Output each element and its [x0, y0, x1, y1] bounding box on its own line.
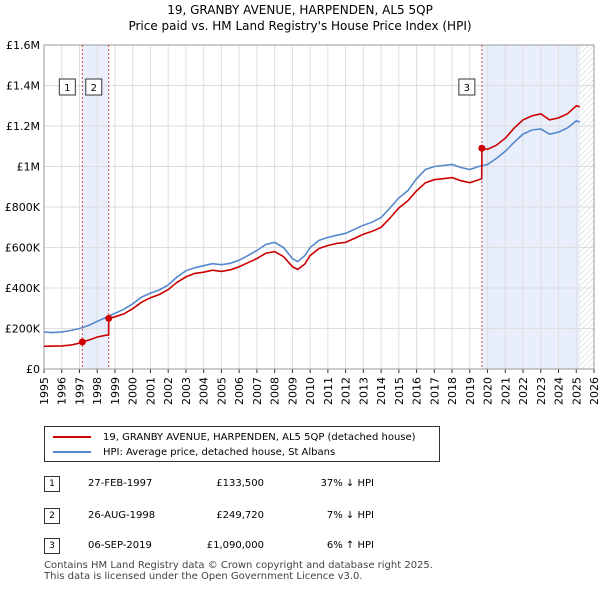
transaction-hpi: 37% ↓ HPI — [320, 478, 374, 489]
x-tick-label: 1997 — [73, 377, 86, 405]
transaction-point — [478, 144, 486, 152]
transaction-number: 2 — [44, 508, 60, 524]
x-tick-label: 2004 — [198, 377, 211, 405]
legend-item-hpi: HPI: Average price, detached house, St A… — [53, 445, 335, 459]
transaction-price: £1,090,000 — [206, 540, 264, 551]
x-tick-label: 2000 — [127, 377, 140, 405]
y-tick-label: £600K — [5, 242, 41, 255]
x-tick-label: 2020 — [482, 377, 495, 405]
transaction-point — [78, 338, 86, 346]
transaction-label: 1 — [64, 83, 70, 94]
transaction-label-box — [458, 78, 476, 96]
y-tick-label: £200K — [5, 323, 41, 336]
x-tick-label: 1998 — [91, 377, 104, 405]
x-tick-label: 2008 — [269, 377, 282, 405]
x-tick-label: 2012 — [340, 377, 353, 405]
transaction-label: 3 — [464, 83, 470, 94]
transaction-point — [105, 314, 113, 322]
y-tick-label: £1M — [17, 161, 41, 174]
x-tick-label: 2021 — [499, 377, 512, 405]
x-tick-label: 1995 — [38, 377, 51, 405]
y-tick-label: £400K — [5, 282, 41, 295]
price-chart: £0 £200K £400K £600K £800K £1M £1.2M £1.4M £1.6M… — [5, 39, 600, 405]
x-tick-label: 2013 — [357, 377, 370, 405]
transaction-hpi: 7% ↓ HPI — [326, 510, 374, 521]
x-tick-label: 2002 — [162, 377, 175, 405]
chart-legend: 19, GRANBY AVENUE, HARPENDEN, AL5 5QP (d… — [44, 426, 440, 462]
transaction-date: 27-FEB-1997 — [88, 478, 153, 489]
x-tick-label: 2015 — [393, 377, 406, 405]
footer: Contains HM Land Registry data © Crown c… — [44, 560, 433, 582]
x-tick-label: 2001 — [144, 377, 157, 405]
y-tick-label: £1.2M — [6, 120, 40, 133]
x-tick-label: 2024 — [553, 377, 566, 405]
x-tick-label: 2003 — [180, 377, 193, 405]
property-price-line — [43, 104, 581, 348]
transaction-hpi: 6% ↑ HPI — [326, 540, 374, 551]
plot-border — [43, 44, 595, 370]
x-tick-label: 2005 — [215, 377, 228, 405]
x-tick-label: 2016 — [411, 377, 424, 405]
chart-title: 19, GRANBY AVENUE, HARPENDEN, AL5 5QP — [167, 3, 433, 17]
x-tick-label: 2023 — [535, 377, 548, 405]
transaction-label: 2 — [91, 83, 97, 94]
x-tick-label: 2006 — [233, 377, 246, 405]
x-tick-label: 2022 — [517, 377, 530, 405]
legend-swatch-hpi — [53, 451, 91, 453]
hpi-line — [43, 120, 581, 334]
x-tick-label: 2010 — [304, 377, 317, 405]
transaction-price: £249,720 — [216, 510, 264, 521]
transaction-date: 06-SEP-2019 — [88, 540, 152, 551]
footer-licence: This data is licensed under the Open Gov… — [44, 571, 363, 582]
transaction-price: £133,500 — [216, 478, 264, 489]
y-tick-label: £800K — [5, 201, 41, 214]
transaction-date: 26-AUG-1998 — [88, 510, 156, 521]
x-tick-label: 1996 — [56, 377, 69, 405]
footer-copyright: Contains HM Land Registry data © Crown c… — [44, 560, 433, 571]
x-tick-label: 2019 — [464, 377, 477, 405]
transaction-number: 3 — [44, 538, 60, 554]
x-tick-label: 2007 — [251, 377, 264, 405]
x-tick-label: 2025 — [570, 377, 583, 405]
x-tick-label: 1999 — [109, 377, 122, 405]
y-tick-label: £0 — [26, 363, 40, 376]
x-tick-label: 2017 — [428, 377, 441, 405]
y-tick-label: £1.4M — [6, 80, 40, 93]
legend-label-hpi: HPI: Average price, detached house, St A… — [103, 446, 336, 458]
legend-label-property: 19, GRANBY AVENUE, HARPENDEN, AL5 5QP (d… — [103, 431, 416, 443]
y-tick-label: £1.6M — [6, 39, 40, 52]
x-tick-label: 2026 — [588, 377, 600, 405]
x-tick-label: 2014 — [375, 377, 388, 405]
x-tick-label: 2009 — [286, 377, 299, 405]
legend-item-property: 19, GRANBY AVENUE, HARPENDEN, AL5 5QP (d… — [53, 430, 416, 444]
transaction-label-box — [85, 78, 103, 96]
x-tick-label: 2018 — [446, 377, 459, 405]
chart-subtitle: Price paid vs. HM Land Registry's House … — [128, 19, 472, 33]
transaction-number: 1 — [44, 476, 60, 492]
transaction-label-box — [58, 78, 76, 96]
x-tick-label: 2011 — [322, 377, 335, 405]
legend-swatch-property — [53, 436, 91, 438]
